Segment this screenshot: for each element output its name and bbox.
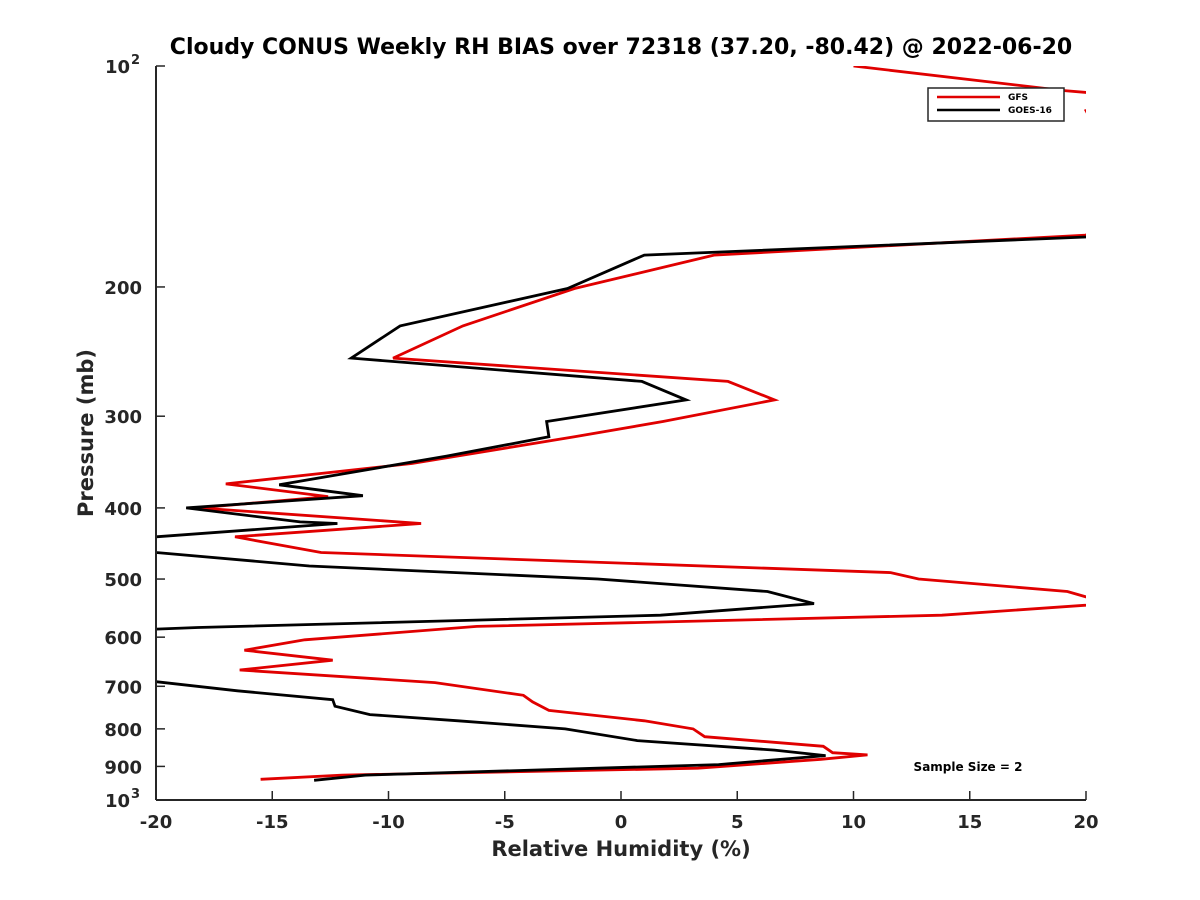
y-tick-label: 300 bbox=[104, 407, 142, 428]
y-tick-label: 700 bbox=[104, 677, 142, 698]
x-tick-label: -10 bbox=[372, 812, 405, 833]
x-tick-label: -15 bbox=[256, 812, 289, 833]
y-axis-label: Pressure (mb) bbox=[74, 349, 98, 517]
legend-box bbox=[927, 87, 1065, 122]
series-line-gfs bbox=[197, 66, 1086, 781]
x-tick-label: -20 bbox=[140, 812, 173, 833]
y-tick-label: 10 bbox=[105, 791, 130, 812]
sample-size-annotation: Sample Size = 2 bbox=[914, 760, 1023, 774]
chart-title: Cloudy CONUS Weekly RH BIAS over 72318 (… bbox=[170, 35, 1072, 60]
series-layer bbox=[156, 66, 1086, 782]
legend: GFS GOES-16 bbox=[927, 87, 1065, 122]
x-tick-label: 5 bbox=[731, 812, 744, 833]
y-tick-label: 600 bbox=[104, 628, 142, 649]
series-line-goes16 bbox=[156, 235, 1086, 782]
x-tick-label: 20 bbox=[1073, 812, 1098, 833]
x-ticks: -20 -15 -10 -5 0 5 10 15 20 bbox=[140, 791, 1099, 833]
x-tick-label: 15 bbox=[957, 812, 982, 833]
y-tick-label: 500 bbox=[104, 570, 142, 591]
x-tick-label: 10 bbox=[841, 812, 866, 833]
y-tick-label: 200 bbox=[104, 278, 142, 299]
x-tick-label: -5 bbox=[495, 812, 515, 833]
y-tick-label: 800 bbox=[104, 720, 142, 741]
y-tick-exponent: 2 bbox=[131, 53, 140, 68]
legend-label-goes16: GOES-16 bbox=[1008, 106, 1052, 116]
legend-label-gfs: GFS bbox=[1008, 93, 1028, 103]
y-tick-label: 400 bbox=[104, 499, 142, 520]
y-tick-exponent: 3 bbox=[131, 787, 140, 802]
x-axis-label: Relative Humidity (%) bbox=[491, 837, 750, 861]
x-tick-label: 0 bbox=[615, 812, 628, 833]
y-tick-label: 900 bbox=[104, 757, 142, 778]
y-tick-label: 10 bbox=[105, 57, 130, 78]
